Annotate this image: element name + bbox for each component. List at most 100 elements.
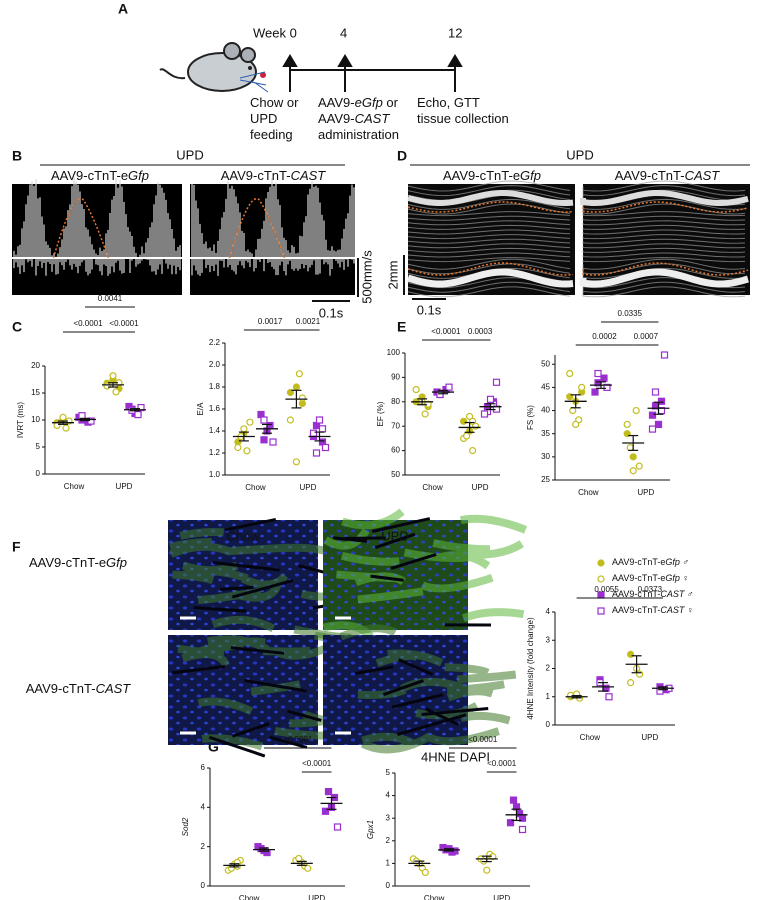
mmode-trace [582, 201, 749, 213]
timeline-step-part: administration [318, 127, 399, 142]
legend-label-part: CAST [660, 605, 686, 615]
y-tick-label: 2 [201, 842, 206, 851]
timeline-step: Echo, GTT [417, 95, 480, 110]
y-tick-label: 100 [387, 348, 401, 357]
p-value: <0.0001 [487, 759, 517, 768]
data-point [651, 388, 660, 396]
x-tick-label: UPD [641, 733, 658, 742]
data-point [292, 383, 300, 391]
row-label-part: AAV9-cTnT- [26, 681, 96, 696]
panel-label: B [12, 148, 22, 164]
x-tick-label: UPD [472, 483, 489, 492]
data-point [295, 854, 303, 863]
image-label-part: CAST [685, 168, 721, 183]
data-point [566, 369, 574, 378]
y-tick-label: 4 [201, 802, 206, 811]
timeline [282, 54, 463, 92]
x-tick-label: UPD [637, 488, 654, 497]
image-label: AAV9-cTnT-CAST [615, 168, 721, 183]
legend-label-part: AAV9-cTnT-e [612, 557, 665, 567]
timeline-step-part: eGfp [355, 95, 383, 110]
image-label: AAV9-cTnT-eGfp [443, 168, 541, 183]
mmode-trace [579, 268, 749, 288]
data-point [486, 395, 495, 403]
y-tick-label: 2.2 [209, 338, 221, 347]
timeline-step-part: tissue collection [417, 111, 509, 126]
timeline-step-part: feeding [250, 127, 293, 142]
legend-label-part: AAV9-cTnT- [612, 605, 660, 615]
y-tick-label: 1.8 [209, 382, 221, 391]
x-tick-label: Chow [422, 483, 443, 492]
data-point [657, 397, 666, 405]
panel-label: F [12, 539, 21, 555]
legend-label-part: Gfp [665, 573, 680, 583]
p-value: <0.0001 [468, 735, 498, 744]
data-point [295, 370, 303, 378]
image-label: AAV9-cTnT-eGfp [51, 168, 149, 183]
mmode-trace [582, 262, 749, 276]
data-point [103, 382, 111, 390]
timeline-step: tissue collection [417, 111, 509, 126]
y-tick-label: 6 [201, 763, 206, 772]
y-tick-label: 4 [386, 791, 391, 800]
panel-label: G [208, 739, 219, 755]
data-point [509, 796, 518, 804]
data-point [648, 425, 657, 433]
mmode-trace [406, 268, 574, 288]
mmode-trace [580, 190, 749, 206]
y-tick-label: 60 [391, 446, 400, 455]
y-tick-label: 80 [391, 397, 400, 406]
p-value: 0.0373 [638, 585, 663, 594]
data-point [518, 825, 527, 834]
data-point [312, 449, 321, 457]
data-point [445, 383, 453, 391]
data-point [59, 413, 67, 421]
x-tick-label: Chow [239, 894, 260, 900]
data-point [333, 823, 342, 831]
x-tick-label: Chow [580, 733, 601, 742]
y-tick-label: 45 [541, 383, 550, 392]
y-tick-label: 3 [386, 813, 391, 822]
data-point [460, 417, 468, 425]
y-tick-label: 1 [546, 692, 551, 701]
legend-label-part: Gfp [665, 557, 680, 567]
data-point [591, 388, 599, 396]
timeline-step-part: or [383, 95, 399, 110]
y-tick-label: 0 [36, 469, 41, 478]
x-tick-label: UPD [116, 482, 133, 491]
legend-marker [597, 559, 605, 567]
image-label: AAV9-cTnT-CAST [221, 168, 327, 183]
y-tick-label: 15 [31, 388, 40, 397]
timeline-step-part: AAV9- [318, 111, 355, 126]
data-point [600, 374, 608, 382]
timeline-step: AAV9-eGfp or [318, 95, 399, 110]
doppler-signal [13, 176, 181, 276]
mouse-icon [159, 42, 269, 93]
y-tick-label: 2.0 [209, 360, 221, 369]
mmode-trace [407, 262, 574, 276]
y-tick-label: 3 [546, 635, 551, 644]
data-point [227, 864, 235, 872]
data-point [421, 410, 429, 418]
data-point [602, 684, 610, 692]
data-point [421, 868, 429, 877]
legend-label-part: ♂ [680, 557, 689, 567]
data-point [412, 386, 420, 394]
p-value: 0.0003 [468, 327, 493, 336]
data-point [304, 864, 312, 872]
image-label-part: Gfp [520, 168, 541, 183]
data-point [626, 650, 635, 658]
y-tick-label: 50 [391, 470, 400, 479]
week-label: 12 [448, 25, 462, 40]
data-point [469, 447, 477, 455]
y-tick-label: 25 [541, 475, 550, 484]
p-value: <0.0001 [283, 735, 313, 744]
data-point [660, 351, 669, 359]
p-value: <0.0001 [431, 327, 461, 336]
timeline-step-part: CAST [355, 111, 391, 126]
y-tick-label: 1 [386, 859, 391, 868]
section-header: UPD [566, 147, 593, 162]
data-point [594, 369, 602, 378]
doppler-signal [191, 177, 355, 276]
legend-marker [597, 607, 605, 615]
